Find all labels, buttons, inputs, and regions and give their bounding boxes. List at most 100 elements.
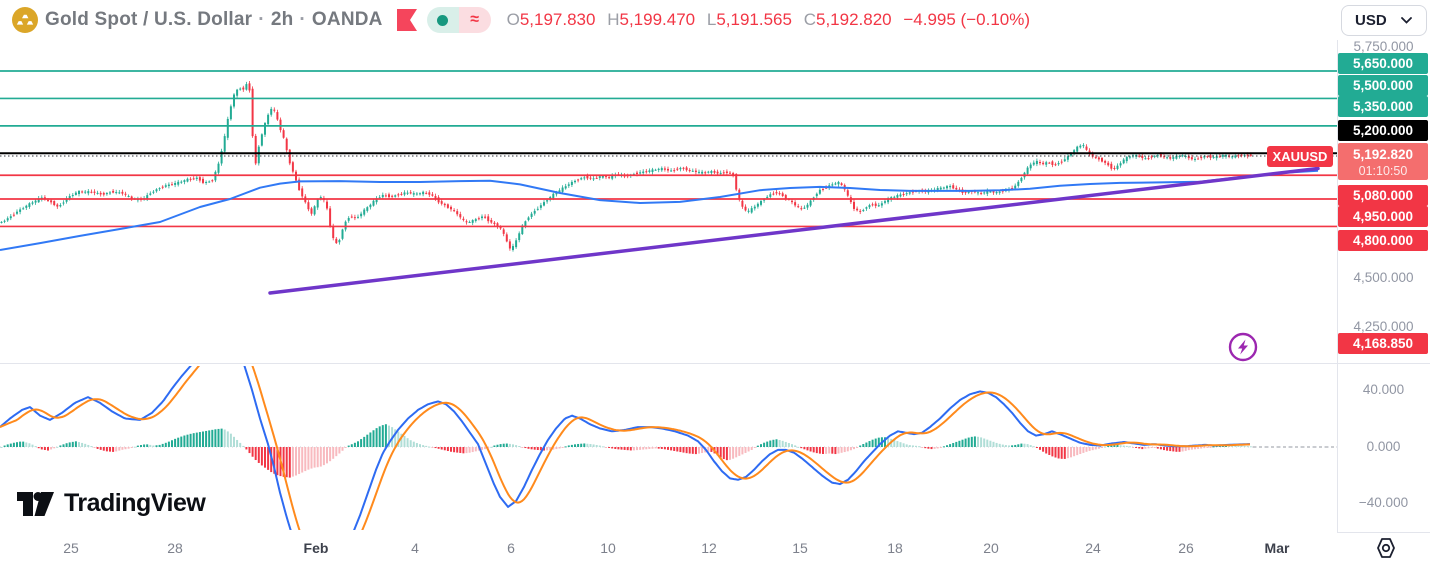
macd-histogram-bar	[16, 442, 18, 447]
macd-histogram-bar	[1234, 445, 1237, 447]
macd-histogram-bar	[530, 447, 533, 450]
macd-histogram-bar	[741, 447, 744, 455]
lightning-icon[interactable]	[1228, 332, 1258, 362]
macd-histogram-bar	[1138, 447, 1141, 449]
macd-histogram-bar	[59, 445, 62, 447]
market-status-pill[interactable]: ≈	[426, 7, 491, 33]
candle-body	[601, 175, 604, 178]
candle-body	[96, 192, 99, 194]
candle-body	[670, 170, 673, 172]
macd-histogram-bar	[28, 443, 31, 447]
candle-body	[19, 209, 22, 212]
candle-body	[1187, 156, 1190, 159]
macd-histogram-bar	[149, 444, 152, 447]
candle-body	[942, 187, 945, 189]
macd-histogram-bar	[276, 447, 279, 476]
macd-histogram-bar	[691, 447, 694, 454]
candle-body	[490, 220, 493, 223]
candle-body	[214, 171, 217, 181]
macd-histogram-bar	[651, 447, 654, 449]
macd-histogram-bar	[322, 447, 325, 466]
candle-body	[722, 172, 725, 174]
macd-histogram-bar	[521, 447, 524, 448]
macd-histogram-bar	[756, 445, 759, 447]
macd-histogram-bar	[254, 447, 257, 461]
macd-histogram-bar	[632, 447, 635, 451]
candle-body	[9, 216, 12, 219]
macd-histogram-bar	[105, 447, 108, 452]
candle-body	[1116, 165, 1119, 169]
candle-body	[639, 172, 642, 174]
ohlc-values: O5,197.830 H5,199.470 L5,191.565 C5,192.…	[506, 10, 1031, 29]
candle-body	[1156, 155, 1159, 157]
macd-histogram-bar	[1144, 447, 1147, 449]
macd-histogram-bar	[56, 446, 59, 448]
interval-label[interactable]: 2h	[270, 9, 294, 30]
candle-body	[1060, 161, 1063, 163]
macd-histogram-bar	[887, 437, 890, 447]
candle-body	[425, 192, 428, 194]
macd-histogram-bar	[1175, 447, 1178, 452]
tradingview-logo[interactable]: TradingView	[15, 486, 206, 520]
macd-histogram-bar	[849, 447, 852, 451]
macd-histogram-bar	[1166, 447, 1169, 451]
macd-histogram-bar	[955, 441, 958, 447]
symbol-title[interactable]: Gold Spot / U.S. Dollar · 2h · OANDA	[45, 9, 383, 30]
gear-icon[interactable]	[1374, 537, 1398, 559]
approx-icon: ≈	[470, 11, 479, 28]
candle-body	[335, 238, 338, 244]
price-axis[interactable]: 5,192.820 01:10:50 5,750.000 5,650.000 5,5…	[1337, 0, 1430, 568]
macd-histogram-bar	[840, 447, 843, 453]
macd-histogram-bar	[282, 447, 285, 477]
macd-histogram-bar	[133, 446, 136, 448]
candle-body	[397, 194, 400, 196]
macd-histogram-bar	[245, 447, 248, 450]
candle-body	[366, 207, 369, 211]
macd-histogram-bar	[1147, 447, 1150, 449]
candle-body	[56, 204, 59, 207]
candle-body	[437, 197, 440, 203]
pane-separator[interactable]	[0, 363, 1430, 364]
macd-histogram-bar	[143, 444, 146, 447]
candle-body	[564, 186, 567, 189]
candle-body	[177, 181, 180, 185]
macd-histogram-bar	[78, 442, 80, 447]
macd-histogram-bar	[1076, 447, 1079, 456]
currency-selector[interactable]: USD	[1341, 5, 1427, 36]
candle-body	[329, 208, 332, 227]
chart-canvas[interactable]	[0, 0, 1337, 568]
candle-body	[1200, 156, 1203, 159]
flag-icon[interactable]	[396, 9, 417, 31]
macd-histogram-bar	[1246, 446, 1249, 448]
macd-histogram-bar	[701, 447, 704, 454]
macd-histogram-bar	[96, 447, 99, 449]
macd-histogram-bar	[53, 447, 56, 449]
candle-body	[109, 192, 111, 194]
macd-histogram-bar	[1119, 445, 1122, 447]
macd-histogram-bar	[685, 447, 688, 454]
macd-histogram-bar	[592, 444, 595, 447]
candle-body	[313, 206, 316, 215]
macd-histogram-bar	[546, 447, 549, 451]
macd-histogram-bar	[862, 444, 865, 447]
candle-body	[369, 204, 372, 208]
macd-histogram-bar	[459, 447, 462, 453]
candle-body	[831, 184, 834, 186]
candle-body	[115, 192, 118, 194]
time-axis[interactable]: 25 28 Feb 4 6 10 12 15 18 20 24 26 Mar	[0, 532, 1337, 568]
candle-body	[282, 130, 285, 138]
macd-histogram-bar	[828, 447, 831, 454]
candle-body	[1082, 145, 1085, 147]
candle-body	[28, 203, 31, 207]
macd-histogram-bar	[605, 447, 607, 448]
macd-histogram-bar	[611, 447, 614, 449]
macd-histogram-bar	[428, 446, 431, 448]
candle-body	[273, 109, 276, 111]
macd-histogram-bar	[1057, 447, 1060, 459]
macd-histogram-bar	[524, 447, 527, 449]
macd-histogram-bar	[1088, 447, 1091, 451]
macd-histogram-bar	[505, 443, 508, 447]
candle-body	[803, 207, 806, 209]
candle-body	[1141, 156, 1144, 159]
candle-body	[1218, 156, 1221, 158]
